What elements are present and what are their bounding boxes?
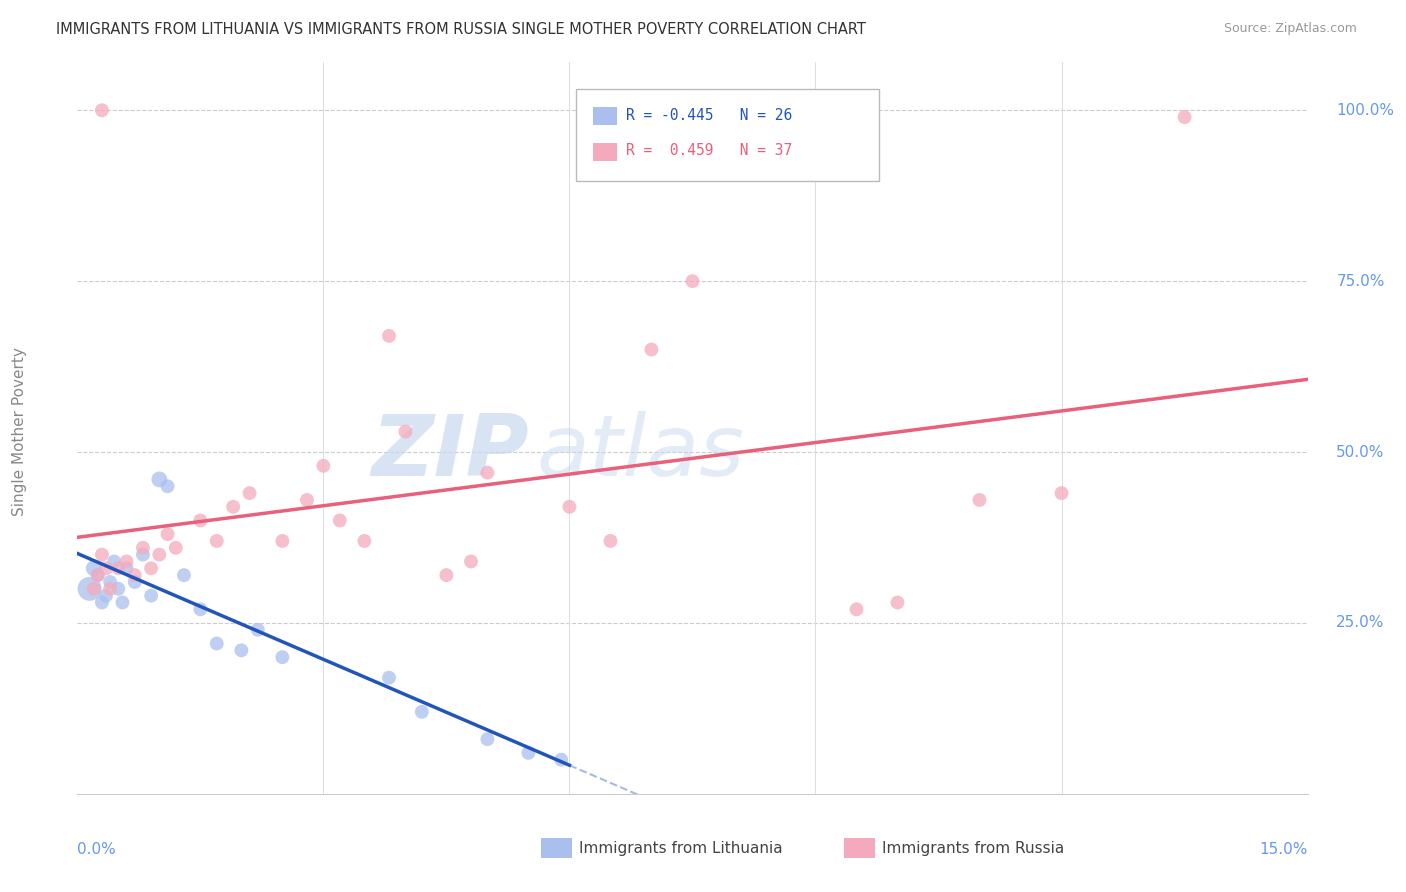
Point (115, 554, 138, 568)
Point (682, 274, 704, 288)
Point (378, 329, 401, 343)
Point (271, 533, 294, 548)
Point (1050, 486, 1073, 500)
Text: 0.0%: 0.0% (77, 842, 117, 856)
Point (969, 492, 991, 507)
Point (378, 671, 401, 685)
Point (477, 466, 499, 480)
Point (87, 568, 110, 582)
Text: IMMIGRANTS FROM LITHUANIA VS IMMIGRANTS FROM RUSSIA SINGLE MOTHER POVERTY CORREL: IMMIGRANTS FROM LITHUANIA VS IMMIGRANTS … (56, 22, 866, 37)
Point (599, 533, 621, 548)
Point (83, 582, 105, 596)
Text: ZIP: ZIP (371, 410, 529, 493)
Point (132, 548, 155, 562)
Point (205, 533, 228, 548)
Text: 100.0%: 100.0% (1336, 103, 1395, 118)
Point (141, 589, 163, 603)
Point (173, 568, 195, 582)
Point (103, 554, 125, 568)
Text: Immigrants from Russia: Immigrants from Russia (882, 841, 1064, 855)
Point (156, 527, 179, 541)
Point (87, 568, 110, 582)
Point (94, 589, 117, 603)
Point (517, 746, 540, 760)
Point (460, 554, 482, 568)
Text: R =  0.459   N = 37: R = 0.459 N = 37 (626, 144, 792, 158)
Point (246, 623, 269, 637)
Point (558, 500, 581, 514)
Text: R = -0.445   N = 26: R = -0.445 N = 26 (626, 108, 792, 122)
Text: Immigrants from Lithuania: Immigrants from Lithuania (579, 841, 783, 855)
Point (1174, 110, 1197, 124)
Point (188, 602, 212, 616)
Text: Single Mother Poverty: Single Mother Poverty (13, 347, 28, 516)
Point (312, 458, 335, 473)
Point (239, 486, 262, 500)
Point (550, 753, 572, 767)
Point (148, 548, 170, 562)
Text: 50.0%: 50.0% (1336, 444, 1385, 459)
Point (124, 568, 146, 582)
Point (107, 582, 129, 596)
Point (132, 541, 155, 555)
Point (111, 595, 134, 609)
Text: 25.0%: 25.0% (1336, 615, 1385, 631)
Point (107, 561, 129, 575)
Point (436, 568, 458, 582)
Point (477, 732, 499, 747)
Point (90, 595, 114, 609)
Point (353, 533, 375, 548)
Text: atlas: atlas (537, 410, 745, 493)
Point (165, 541, 187, 555)
Point (329, 513, 352, 527)
Point (188, 513, 212, 527)
Point (90, 103, 114, 118)
Point (79, 582, 101, 596)
Point (886, 595, 908, 609)
Point (115, 561, 138, 575)
Text: 75.0%: 75.0% (1336, 274, 1385, 289)
Point (148, 472, 170, 486)
Point (156, 479, 179, 493)
Point (141, 561, 163, 575)
Point (222, 500, 245, 514)
Point (411, 705, 433, 719)
Point (271, 650, 294, 665)
Point (231, 643, 253, 657)
Point (124, 574, 146, 589)
Text: 15.0%: 15.0% (1260, 842, 1308, 856)
Point (98, 574, 121, 589)
Point (640, 343, 662, 357)
Point (394, 425, 416, 439)
Point (94, 561, 117, 575)
Point (295, 492, 318, 507)
Point (90, 548, 114, 562)
Point (83, 561, 105, 575)
Point (98, 582, 121, 596)
Point (845, 602, 868, 616)
Point (205, 636, 228, 650)
Text: Source: ZipAtlas.com: Source: ZipAtlas.com (1223, 22, 1357, 36)
